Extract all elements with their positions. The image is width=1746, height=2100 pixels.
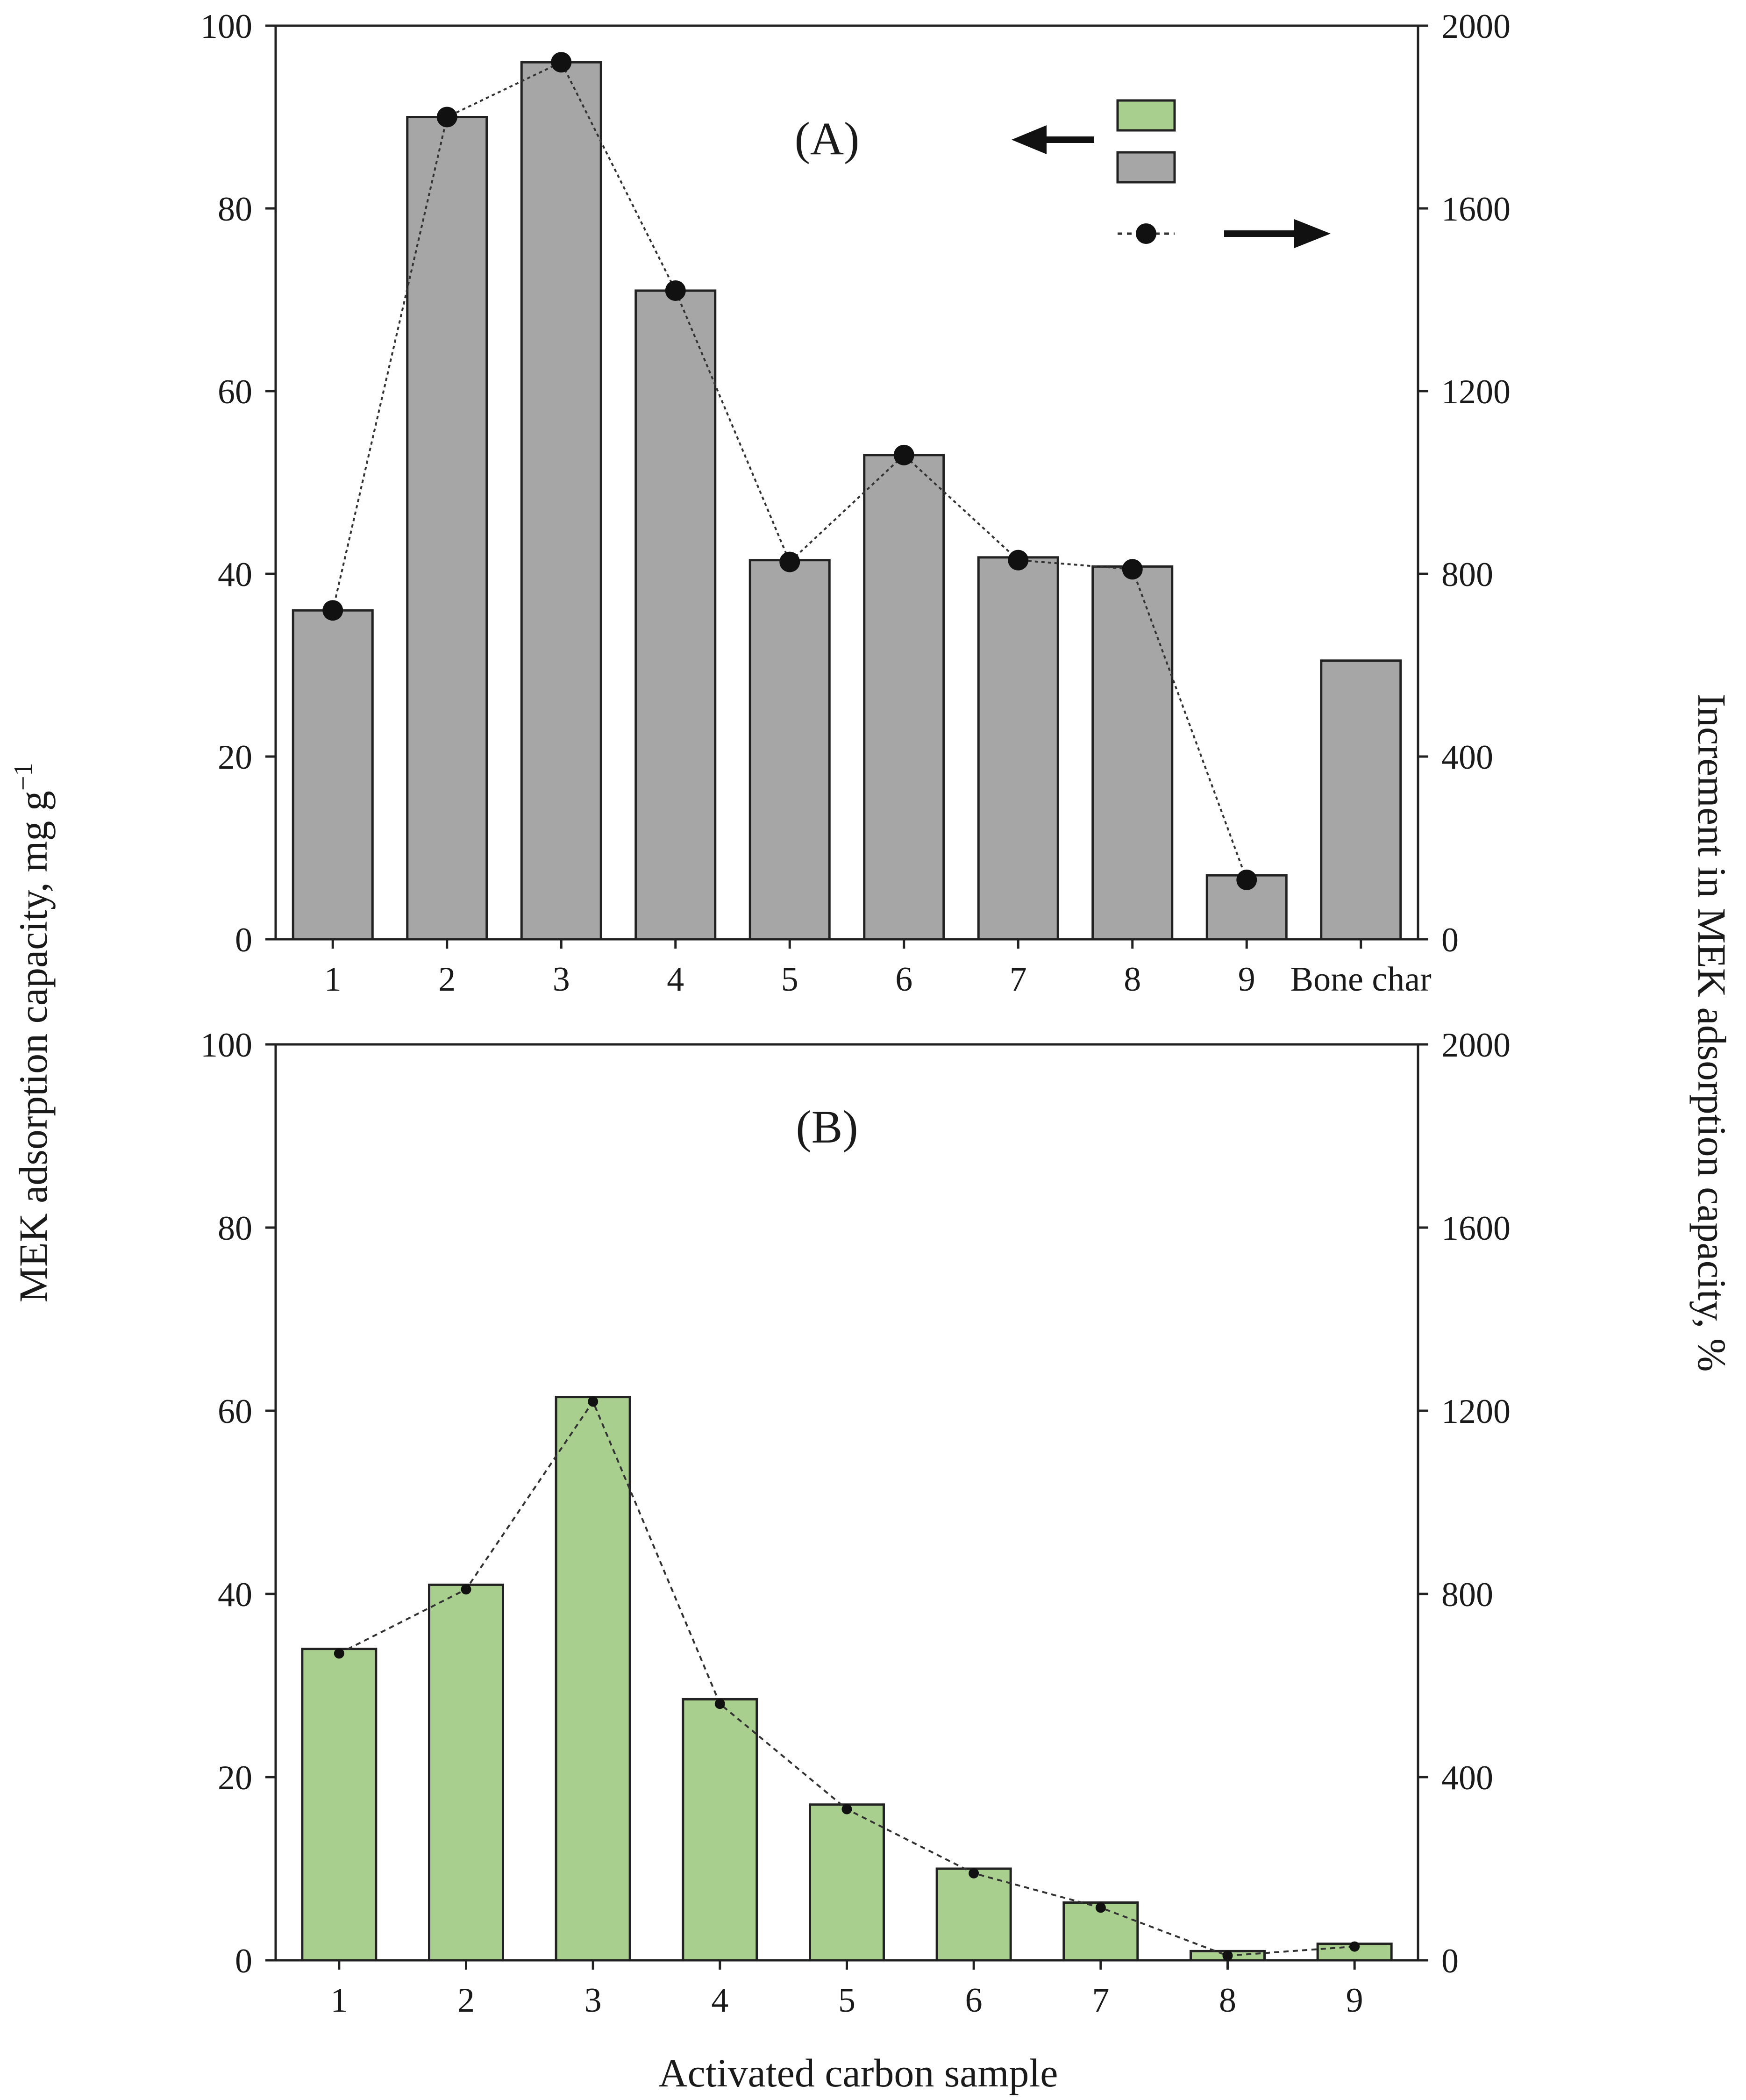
right-tick-label: 400 [1441,738,1493,777]
x-tick-label: 9 [1238,960,1255,999]
bar [1091,565,1174,941]
right-axis-arrow-icon [1224,219,1331,248]
bar [935,1867,1012,1962]
left-tick-label: 0 [235,921,252,959]
left-tick-label: 80 [218,190,252,229]
bar [292,609,374,941]
x-tick-label: 7 [1010,960,1027,999]
data-point [841,1804,852,1814]
data-point [893,444,914,465]
data-point [1236,869,1257,890]
data-point [665,280,686,301]
x-axis-title: Activated carbon sample [659,2050,1058,2095]
right-axis-title: Increment in MEK adsorption capacity, % [1689,693,1734,1371]
data-point [1122,559,1143,580]
x-tick-label: Bone char [1290,960,1432,999]
bar [863,454,945,941]
x-tick-label: 1 [330,1981,348,2020]
right-tick-label: 1600 [1441,1209,1511,1248]
left-tick-label: 80 [218,1209,252,1248]
data-point [1349,1941,1360,1952]
x-tick-label: 5 [781,960,798,999]
x-tick-label: 5 [838,1981,855,2020]
data-point [1095,1902,1106,1913]
right-tick-label: 800 [1441,556,1493,594]
panel-b: 0 20 40 60 80 100 0 400 800 1200 1600 2000 1 2 3 4 5 6 7 8 9… [200,1026,1511,2020]
legend-marker [1136,223,1156,244]
data-point [714,1699,725,1709]
x-tick-label: 2 [457,1981,475,2020]
right-tick-label: 2000 [1441,7,1511,46]
data-point [436,107,457,128]
bar [1320,659,1402,941]
panel-a: 0 20 40 60 80 100 0 400 800 1200 1600 2000 1 2 3 4 5 6 7 8 9… [200,7,1511,999]
right-tick-label: 800 [1441,1576,1493,1614]
right-tick-label: 2000 [1441,1026,1511,1064]
left-tick-label: 40 [218,1576,252,1614]
x-tick-label: 6 [895,960,912,999]
x-tick-label: 2 [438,960,456,999]
data-point [588,1396,599,1407]
right-tick-label: 1200 [1441,1393,1511,1431]
right-tick-label: 1600 [1441,190,1511,229]
legend [1012,99,1331,248]
bar [977,556,1059,941]
bar [301,1648,378,1962]
left-tick-label: 20 [218,1759,252,1797]
data-point [334,1648,344,1659]
x-tick-label: 6 [965,1981,983,2020]
x-tick-label: 3 [553,960,570,999]
right-tick-label: 0 [1441,921,1459,959]
data-point [1008,550,1029,571]
data-point [322,600,343,621]
x-tick-label: 1 [324,960,342,999]
x-tick-label: 9 [1346,1981,1363,2020]
left-tick-label: 0 [235,1942,252,1980]
panel-label: (A) [795,113,860,164]
right-tick-label: 0 [1441,1942,1459,1980]
left-axis-title-superscript: −1 [9,763,38,791]
x-tick-label: 4 [667,960,684,999]
left-tick-label: 40 [218,556,252,594]
plot-frame [274,24,1419,941]
legend-green-swatch [1116,99,1176,132]
x-tick-label: 8 [1219,1981,1236,2020]
x-tick-label: 4 [711,1981,728,2020]
x-tick-label: 3 [584,1981,602,2020]
x-tick-label: 8 [1124,960,1141,999]
data-point [779,551,800,572]
bar [428,1583,504,1962]
right-tick-label: 1200 [1441,373,1511,411]
data-point [551,52,572,73]
left-axis-title: MEK adsorption capacity, mg g−1 [9,763,56,1302]
legend-gray-swatch [1116,151,1176,184]
bar [634,289,717,941]
data-point [461,1584,471,1595]
left-tick-label: 20 [218,738,252,777]
panel-label: (B) [796,1101,858,1153]
right-tick-label: 400 [1441,1759,1493,1797]
left-tick-label: 60 [218,1393,252,1431]
left-axis-title-text: MEK adsorption capacity, mg g [11,791,56,1302]
left-axis-arrow-icon [1012,125,1094,154]
x-tick-label: 7 [1092,1981,1109,2020]
bar [809,1803,885,1962]
series-line [332,61,1248,880]
bar [748,559,831,941]
data-point [1222,1950,1233,1961]
bar [406,116,488,941]
bar [520,61,602,941]
left-tick-label: 100 [200,7,252,46]
bar [682,1698,758,1962]
bar [555,1396,631,1962]
left-tick-label: 100 [200,1026,252,1064]
left-tick-label: 60 [218,373,252,411]
data-point [969,1868,979,1879]
